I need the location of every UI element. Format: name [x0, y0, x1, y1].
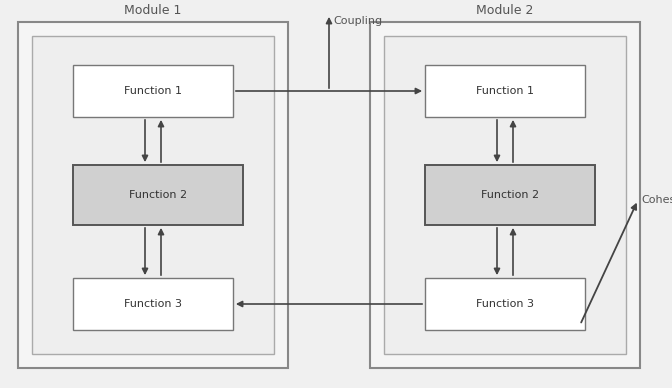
Bar	[425, 165, 595, 225]
Text: Function 2: Function 2	[129, 190, 187, 200]
Text: Function 2: Function 2	[481, 190, 539, 200]
Bar	[384, 36, 626, 354]
Bar	[18, 22, 288, 368]
Bar	[73, 165, 243, 225]
Text: Coupling: Coupling	[333, 16, 382, 26]
Text: Function 1: Function 1	[124, 86, 182, 96]
Bar	[73, 65, 233, 117]
Text: Function 3: Function 3	[124, 299, 182, 309]
Text: Module 2: Module 2	[476, 4, 534, 17]
Bar	[425, 278, 585, 330]
Bar	[32, 36, 274, 354]
Bar	[370, 22, 640, 368]
Bar	[73, 278, 233, 330]
Text: Cohesion: Cohesion	[641, 195, 672, 205]
Bar	[425, 65, 585, 117]
Text: Function 3: Function 3	[476, 299, 534, 309]
Text: Module 1: Module 1	[124, 4, 181, 17]
Text: Function 1: Function 1	[476, 86, 534, 96]
